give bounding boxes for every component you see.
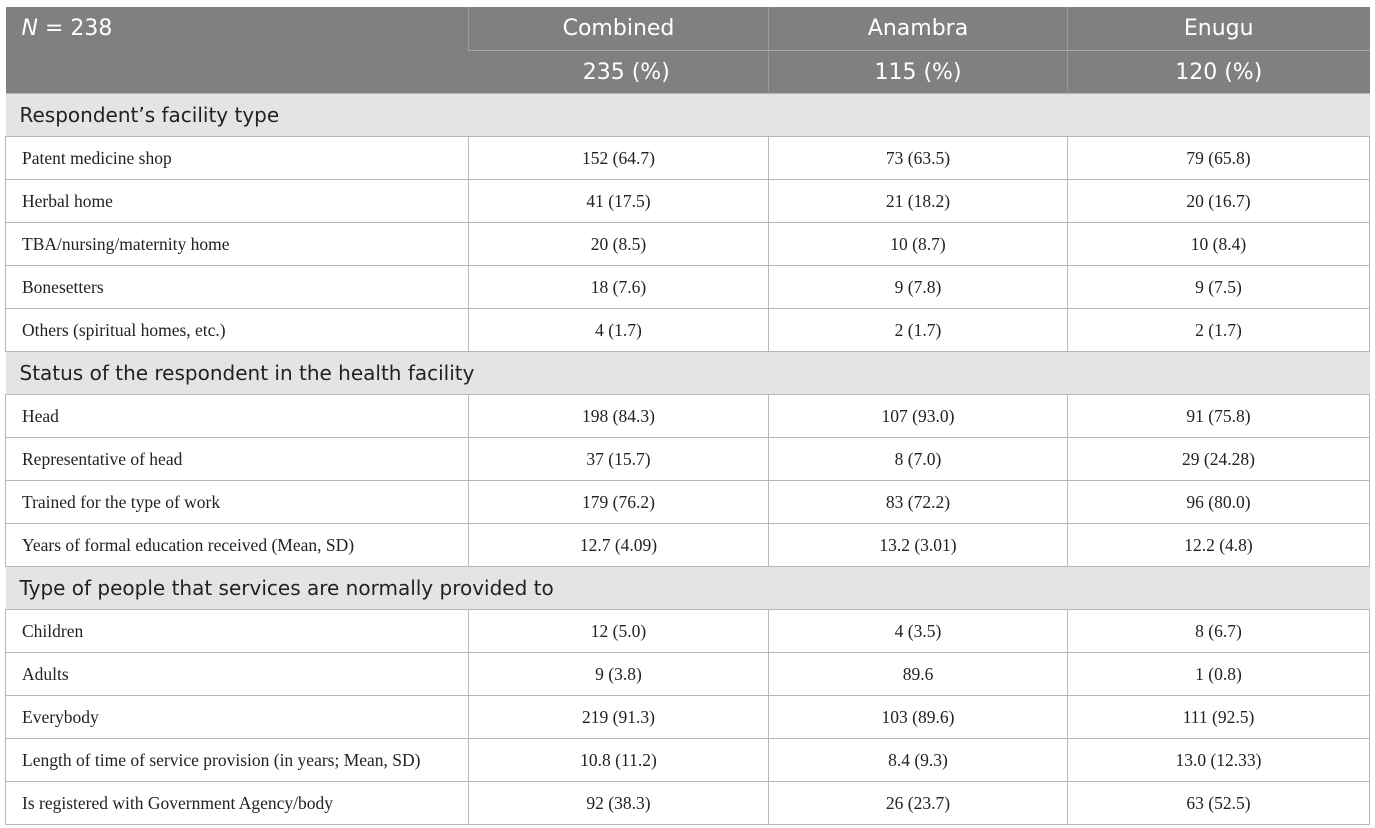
cell-combined: 152 (64.7)	[468, 136, 769, 180]
cell-anambra: 8 (7.0)	[768, 437, 1068, 481]
column-header-combined: Combined	[468, 7, 769, 51]
section-header-row: Type of people that services are normall…	[5, 566, 1370, 610]
data-table: N = 238 Combined Anambra Enugu 235 (%) 1…	[5, 7, 1370, 825]
cell-anambra: 73 (63.5)	[768, 136, 1068, 180]
cell-combined: 37 (15.7)	[468, 437, 769, 481]
cell-combined: 41 (17.5)	[468, 179, 769, 223]
table-header: N = 238 Combined Anambra Enugu 235 (%) 1…	[5, 7, 1370, 94]
table-row: Children 12 (5.0) 4 (3.5) 8 (6.7)	[5, 609, 1370, 653]
cell-enugu: 12.2 (4.8)	[1067, 523, 1370, 567]
cell-enugu: 63 (52.5)	[1067, 781, 1370, 825]
cell-anambra: 10 (8.7)	[768, 222, 1068, 266]
cell-combined: 12.7 (4.09)	[468, 523, 769, 567]
table-row: Bonesetters 18 (7.6) 9 (7.8) 9 (7.5)	[5, 265, 1370, 309]
cell-combined: 92 (38.3)	[468, 781, 769, 825]
column-total-enugu: 120 (%)	[1067, 50, 1370, 94]
column-header-enugu: Enugu	[1067, 7, 1370, 51]
sample-size-value: = 238	[37, 16, 113, 41]
row-label: Children	[5, 609, 469, 653]
row-label: Others (spiritual homes, etc.)	[5, 308, 469, 352]
table-row: Trained for the type of work 179 (76.2) 83…	[5, 480, 1370, 524]
table-row: Herbal home 41 (17.5) 21 (18.2) 20 (16.7)	[5, 179, 1370, 223]
table-row: Others (spiritual homes, etc.) 4 (1.7) 2 (…	[5, 308, 1370, 352]
row-label: Herbal home	[5, 179, 469, 223]
row-label: Patent medicine shop	[5, 136, 469, 180]
row-label: Length of time of service provision (in …	[5, 738, 469, 782]
cell-anambra: 103 (89.6)	[768, 695, 1068, 739]
cell-anambra: 9 (7.8)	[768, 265, 1068, 309]
cell-enugu: 10 (8.4)	[1067, 222, 1370, 266]
cell-combined: 198 (84.3)	[468, 394, 769, 438]
cell-combined: 10.8 (11.2)	[468, 738, 769, 782]
table-row: Length of time of service provision (in …	[5, 738, 1370, 782]
sample-size-label: N = 238	[5, 7, 469, 94]
table-row: Everybody 219 (91.3) 103 (89.6) 111 (92.5)	[5, 695, 1370, 739]
cell-anambra: 21 (18.2)	[768, 179, 1068, 223]
cell-combined: 179 (76.2)	[468, 480, 769, 524]
cell-combined: 4 (1.7)	[468, 308, 769, 352]
row-label: Trained for the type of work	[5, 480, 469, 524]
table-row: Years of formal education received (Mean…	[5, 523, 1370, 567]
cell-anambra: 8.4 (9.3)	[768, 738, 1068, 782]
cell-anambra: 83 (72.2)	[768, 480, 1068, 524]
cell-anambra: 26 (23.7)	[768, 781, 1068, 825]
cell-enugu: 1 (0.8)	[1067, 652, 1370, 696]
section-title: Status of the respondent in the health f…	[5, 351, 1370, 395]
row-label: Everybody	[5, 695, 469, 739]
cell-anambra: 4 (3.5)	[768, 609, 1068, 653]
section-title: Respondent’s facility type	[5, 93, 1370, 137]
column-total-anambra: 115 (%)	[768, 50, 1068, 94]
cell-enugu: 111 (92.5)	[1067, 695, 1370, 739]
row-label: Is registered with Government Agency/bod…	[5, 781, 469, 825]
cell-enugu: 96 (80.0)	[1067, 480, 1370, 524]
section-header-row: Respondent’s facility type	[5, 93, 1370, 137]
cell-enugu: 79 (65.8)	[1067, 136, 1370, 180]
cell-anambra: 13.2 (3.01)	[768, 523, 1068, 567]
cell-anambra: 107 (93.0)	[768, 394, 1068, 438]
row-label: Head	[5, 394, 469, 438]
section-header-row: Status of the respondent in the health f…	[5, 351, 1370, 395]
cell-enugu: 29 (24.28)	[1067, 437, 1370, 481]
table-row: Head 198 (84.3) 107 (93.0) 91 (75.8)	[5, 394, 1370, 438]
cell-enugu: 13.0 (12.33)	[1067, 738, 1370, 782]
cell-enugu: 9 (7.5)	[1067, 265, 1370, 309]
cell-anambra: 89.6	[768, 652, 1068, 696]
row-label: Bonesetters	[5, 265, 469, 309]
cell-combined: 12 (5.0)	[468, 609, 769, 653]
table-row: Adults 9 (3.8) 89.6 1 (0.8)	[5, 652, 1370, 696]
cell-enugu: 2 (1.7)	[1067, 308, 1370, 352]
cell-combined: 20 (8.5)	[468, 222, 769, 266]
cell-enugu: 91 (75.8)	[1067, 394, 1370, 438]
row-label: Representative of head	[5, 437, 469, 481]
column-header-anambra: Anambra	[768, 7, 1068, 51]
table-body: Respondent’s facility type Patent medicin…	[5, 93, 1370, 825]
sample-size-symbol: N	[21, 16, 38, 41]
column-total-combined: 235 (%)	[468, 50, 769, 94]
table-row: Is registered with Government Agency/bod…	[5, 781, 1370, 825]
row-label: Years of formal education received (Mean…	[5, 523, 469, 567]
table-row: TBA/nursing/maternity home 20 (8.5) 10 (8.…	[5, 222, 1370, 266]
table-row: Representative of head 37 (15.7) 8 (7.0) 29…	[5, 437, 1370, 481]
row-label: TBA/nursing/maternity home	[5, 222, 469, 266]
cell-enugu: 8 (6.7)	[1067, 609, 1370, 653]
cell-combined: 9 (3.8)	[468, 652, 769, 696]
row-label: Adults	[5, 652, 469, 696]
cell-combined: 219 (91.3)	[468, 695, 769, 739]
cell-anambra: 2 (1.7)	[768, 308, 1068, 352]
cell-combined: 18 (7.6)	[468, 265, 769, 309]
cell-enugu: 20 (16.7)	[1067, 179, 1370, 223]
section-title: Type of people that services are normall…	[5, 566, 1370, 610]
table-row: Patent medicine shop 152 (64.7) 73 (63.5) 7…	[5, 136, 1370, 180]
